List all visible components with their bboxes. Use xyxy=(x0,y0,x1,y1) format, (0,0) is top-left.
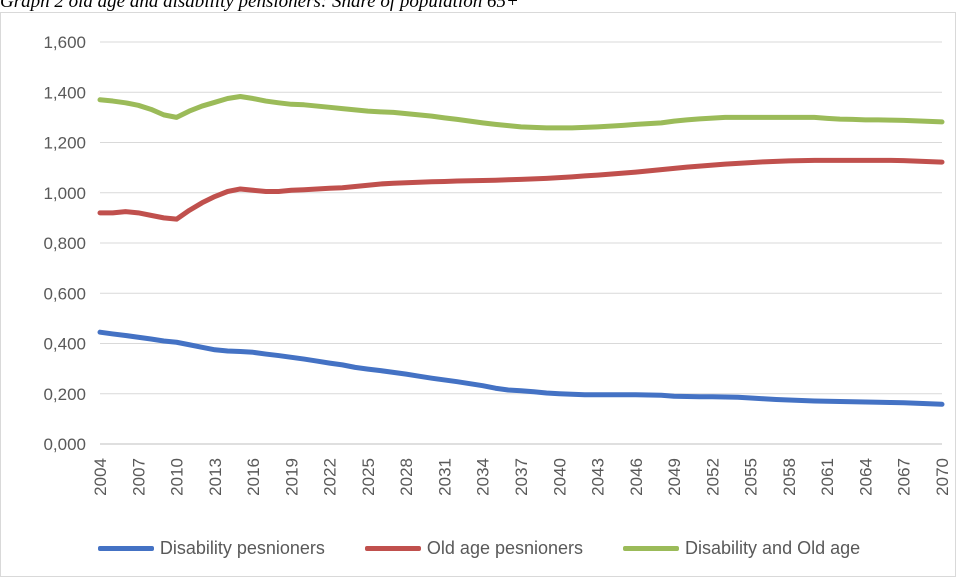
x-tick-label: 2022 xyxy=(321,458,340,496)
x-tick-label: 2019 xyxy=(282,458,301,496)
chart-frame xyxy=(0,12,956,577)
x-tick-label: 2007 xyxy=(129,458,148,496)
chart-legend: Disability pesnioners Old age pesnioners… xyxy=(0,534,958,562)
x-tick-label: 2016 xyxy=(244,458,263,496)
series-line-combined xyxy=(97,94,945,131)
y-tick-label: 0,000 xyxy=(43,435,86,454)
legend-swatch-combined xyxy=(623,545,680,551)
figure-title: Graph 2 old age and disability pensioner… xyxy=(0,0,519,12)
x-tick-label: 2037 xyxy=(512,458,531,496)
legend-label-old-age: Old age pesnioners xyxy=(426,537,584,558)
y-axis-ticks: 0,000 0,200 0,400 0,600 0,800 1,000 1,200 1,400… xyxy=(43,33,86,454)
x-tick-label: 2028 xyxy=(397,458,416,496)
x-tick-label: 2031 xyxy=(435,458,454,496)
x-tick-label: 2025 xyxy=(359,458,378,496)
x-tick-label: 2070 xyxy=(933,458,952,496)
x-tick-label: 2010 xyxy=(168,458,187,496)
x-tick-label: 2040 xyxy=(550,458,569,496)
x-tick-label: 2058 xyxy=(780,458,799,496)
series-line-old-age xyxy=(97,157,945,222)
y-tick-label: 0,200 xyxy=(43,385,86,404)
gridlines xyxy=(100,41,942,445)
x-tick-label: 2049 xyxy=(665,458,684,496)
series-line-disability xyxy=(97,329,945,407)
x-tick-label: 2061 xyxy=(818,458,837,496)
legend-item-old-age: Old age pesnioners xyxy=(364,537,584,559)
legend-swatch-disability xyxy=(97,545,154,551)
y-tick-label: 0,600 xyxy=(43,284,86,303)
y-tick-label: 1,400 xyxy=(43,83,86,102)
legend-label-combined: Disability and Old age xyxy=(685,537,861,558)
x-tick-label: 2004 xyxy=(91,458,110,496)
y-tick-label: 0,800 xyxy=(43,234,86,253)
legend-item-combined: Disability and Old age xyxy=(623,538,860,559)
x-tick-label: 2052 xyxy=(703,458,722,496)
legend-item-disability: Disability pesnioners xyxy=(97,537,325,559)
x-tick-label: 2043 xyxy=(589,458,608,496)
series-lines xyxy=(97,94,945,407)
y-tick-label: 0,400 xyxy=(43,335,86,354)
x-axis-ticks: 2004 2007 2010 2013 2016 2019 2022 2025 2028 2031… xyxy=(91,458,952,496)
x-tick-label: 2067 xyxy=(895,458,914,496)
y-tick-label: 1,000 xyxy=(43,184,86,203)
x-tick-label: 2055 xyxy=(742,458,761,496)
x-tick-label: 2046 xyxy=(627,458,646,496)
legend-label-disability: Disability pesnioners xyxy=(159,537,325,558)
legend-swatch-old-age xyxy=(364,545,421,551)
x-tick-label: 2064 xyxy=(856,458,875,496)
y-tick-label: 1,600 xyxy=(43,33,86,52)
x-tick-label: 2013 xyxy=(206,458,225,496)
x-tick-label: 2034 xyxy=(474,458,493,496)
y-tick-label: 1,200 xyxy=(43,134,86,153)
